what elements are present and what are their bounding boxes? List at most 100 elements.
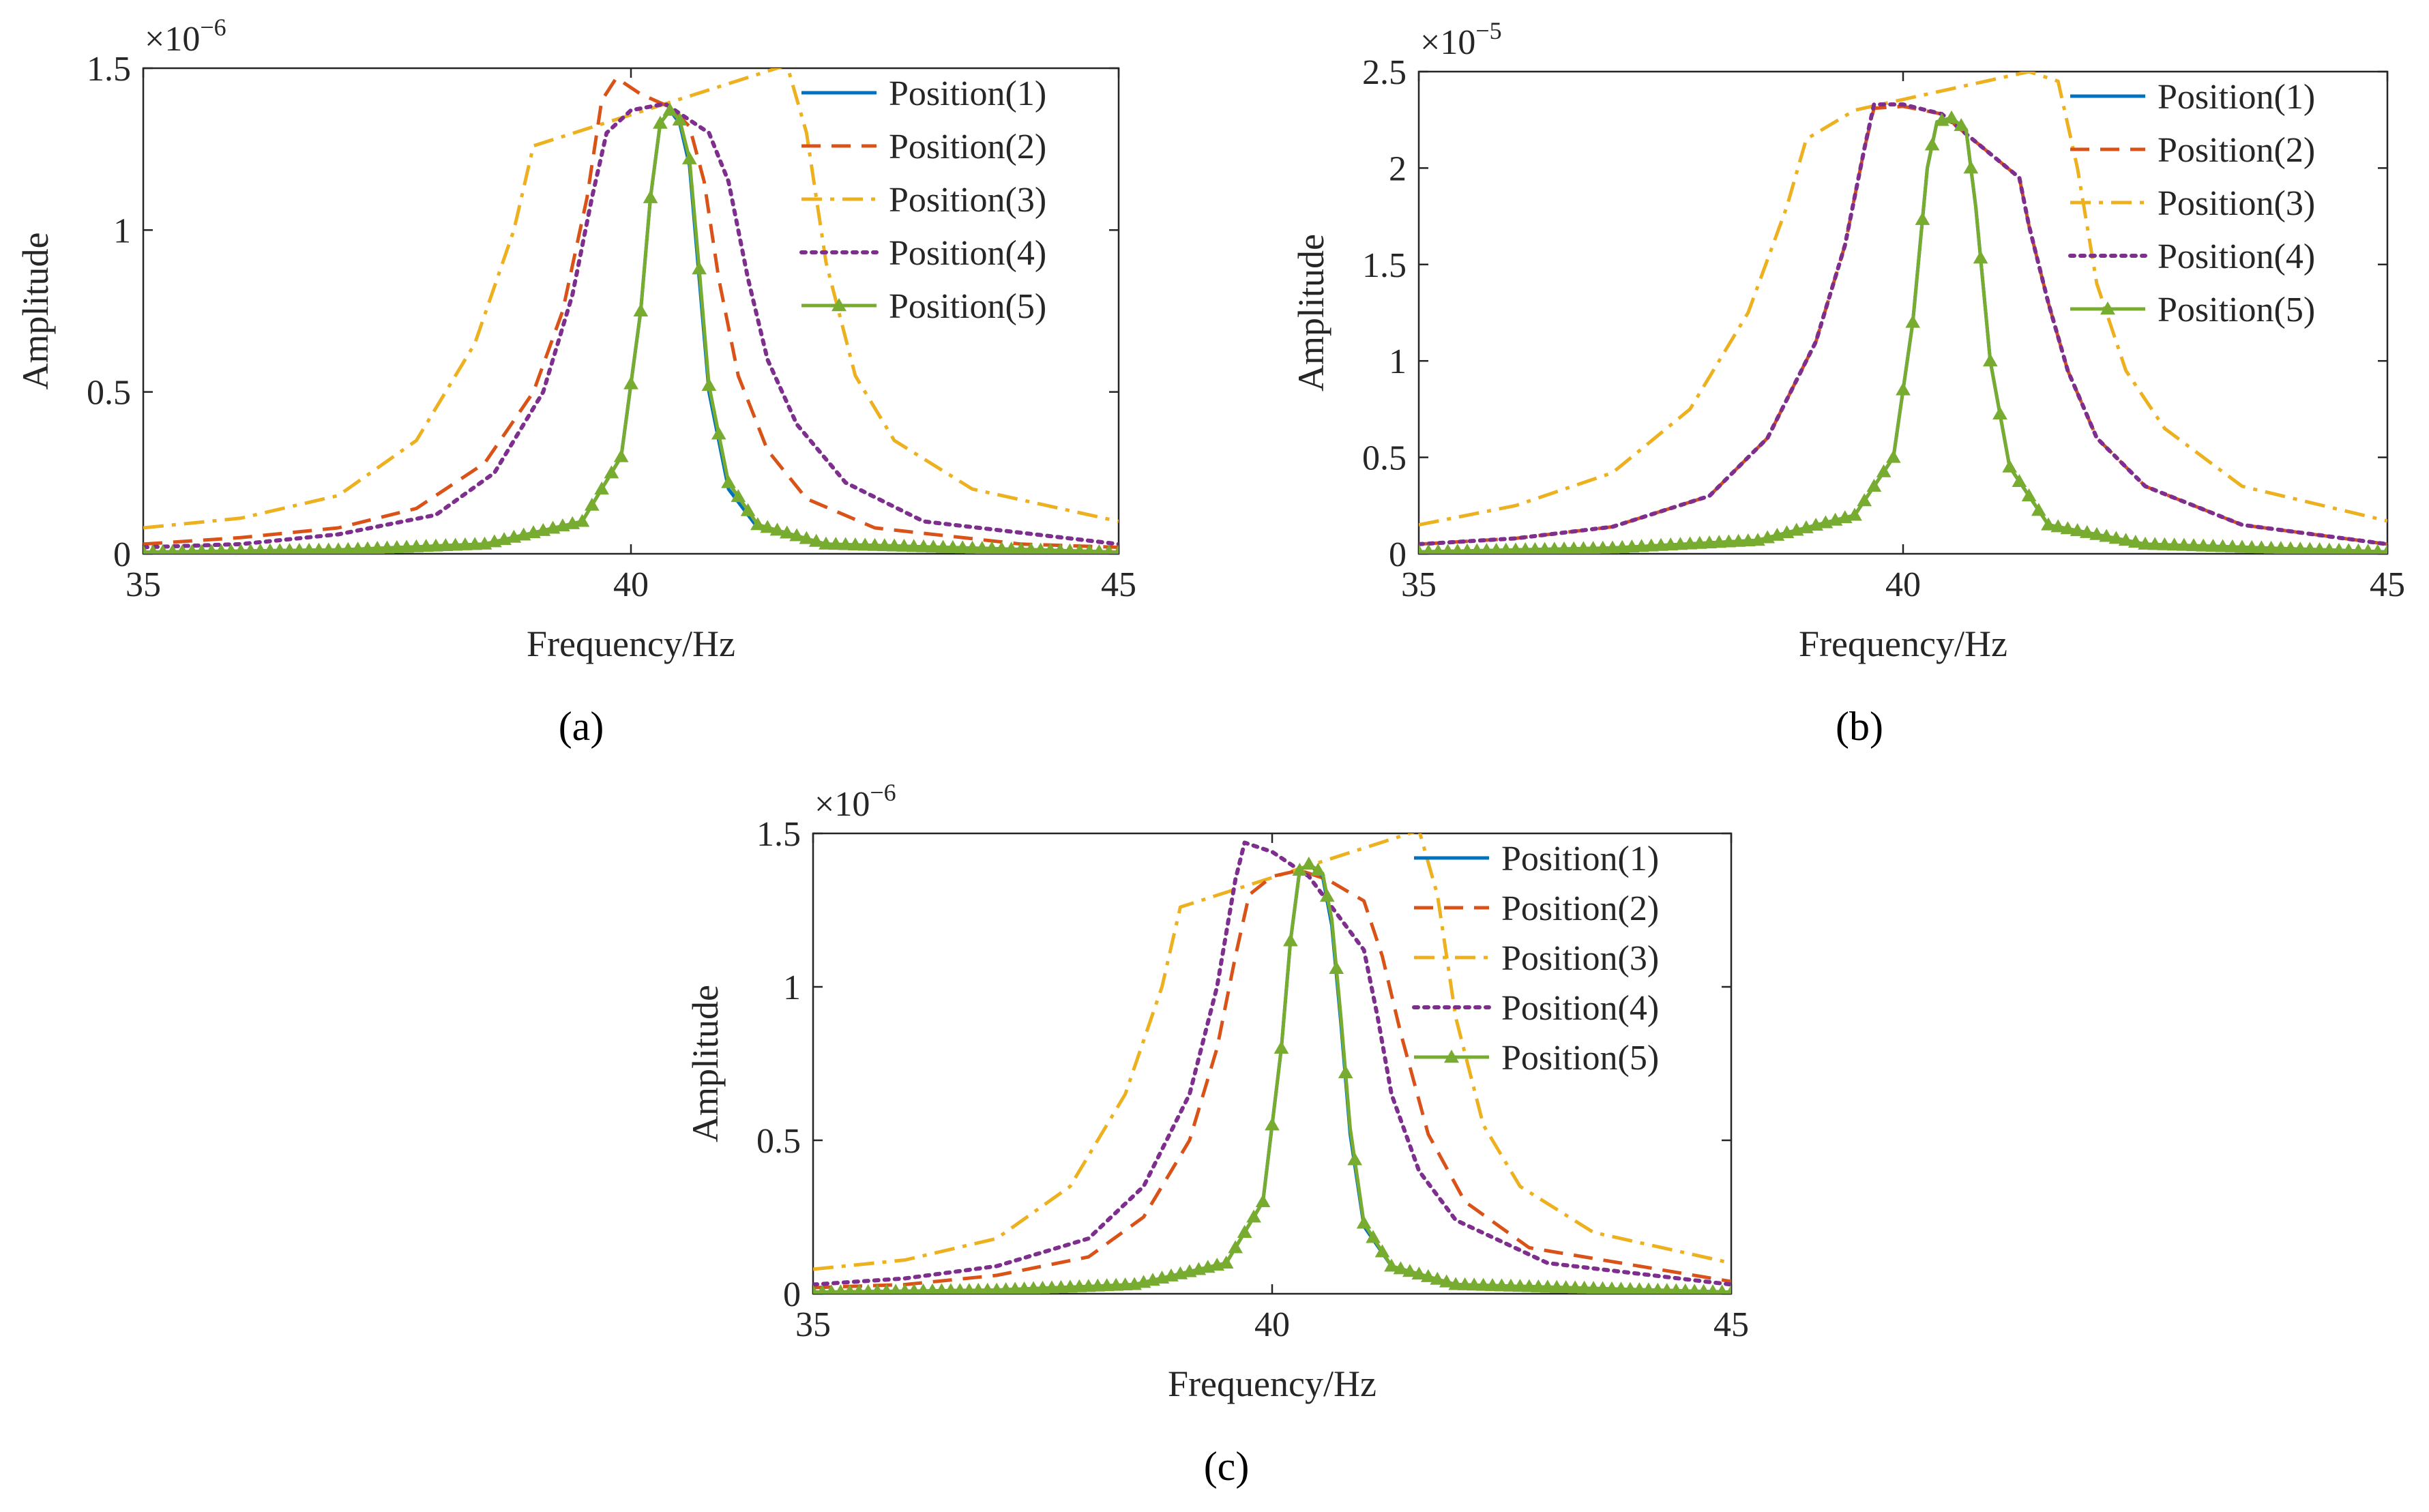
data-point-marker [1026, 1281, 1041, 1294]
legend-marker [831, 298, 847, 312]
data-point-marker [196, 544, 208, 554]
data-point-marker [1615, 539, 1630, 553]
y-tick-label: 1.5 [87, 50, 131, 89]
data-point-marker [721, 475, 736, 488]
data-point-marker [1866, 479, 1882, 492]
y-axis-label: Amplitude [685, 985, 726, 1142]
data-point-marker [1063, 1279, 1078, 1293]
series-line-position2 [143, 76, 1119, 549]
data-point-marker [1624, 539, 1640, 553]
data-point-marker [1329, 960, 1344, 974]
data-point-marker [2312, 542, 2327, 554]
data-point-marker [293, 542, 306, 554]
data-point-marker [789, 528, 804, 542]
data-point-marker [1237, 1224, 1252, 1238]
y-tick-label: 2 [1389, 149, 1407, 188]
data-point-marker [379, 540, 395, 554]
y-tick-label: 0.5 [87, 374, 131, 413]
data-point-marker [1457, 1277, 1473, 1290]
data-point-marker [1103, 544, 1115, 554]
data-point-marker [2224, 539, 2240, 552]
series-line-position2 [813, 868, 1731, 1290]
data-point-marker [643, 190, 658, 203]
data-point-marker [254, 543, 267, 554]
y-tick-label: 0 [783, 1275, 801, 1314]
data-point-marker [1512, 1279, 1528, 1292]
data-point-marker [1448, 1277, 1464, 1290]
data-point-marker [1896, 382, 1911, 396]
legend-entry-label: Position(5) [1501, 1039, 1659, 1078]
data-point-marker [1246, 1209, 1261, 1223]
chart-panel-b: 35 40 45 0 0.5 1 1.5 2 2.5 ×10−5 Frequency/Hz Ampli… [1291, 17, 2405, 749]
data-point-marker [692, 261, 707, 275]
data-point-marker [835, 1284, 847, 1294]
data-point-marker [853, 1284, 865, 1294]
data-point-marker [1117, 1277, 1133, 1291]
data-point-marker [1475, 1277, 1491, 1291]
data-point-marker [244, 543, 256, 554]
x-tick-label: 35 [126, 565, 161, 604]
data-point-marker [1973, 250, 1988, 264]
legend-entry-label: Position(1) [2158, 78, 2315, 117]
chart-panel-c: 35 40 45 0 0.5 1 1.5 ×10−6 Frequency/Hz Amplitude… [685, 779, 1749, 1489]
data-point-marker [926, 539, 941, 553]
exponent-label: ×10−5 [1420, 17, 1502, 62]
data-point-marker [2283, 541, 2298, 554]
data-point-marker [1731, 533, 1746, 547]
y-tick-label: 0.5 [1362, 439, 1407, 478]
data-point-marker [1274, 1040, 1289, 1054]
data-point-marker [147, 544, 159, 554]
x-axis-label: Frequency/Hz [1799, 623, 2007, 664]
y-tick-label: 0 [113, 535, 131, 574]
legend-entry-label: Position(4) [1501, 989, 1659, 1028]
data-point-marker [990, 1282, 1003, 1294]
data-point-marker [2157, 537, 2173, 550]
data-point-marker [2244, 539, 2260, 553]
data-point-marker [1485, 1277, 1500, 1291]
data-point-marker [1080, 1279, 1096, 1292]
data-point-marker [1585, 541, 1601, 554]
data-point-marker [653, 115, 668, 129]
data-point-marker [813, 1284, 819, 1294]
data-point-marker [2108, 531, 2124, 544]
data-point-marker [1255, 1194, 1271, 1207]
data-point-marker [2303, 542, 2317, 554]
data-point-marker [1634, 539, 1649, 552]
data-point-marker [1963, 160, 1979, 174]
data-point-marker [1044, 542, 1057, 554]
data-point-marker [1992, 406, 2007, 419]
data-point-marker [360, 541, 375, 554]
data-point-marker [613, 449, 629, 462]
plot-area [1417, 70, 2389, 555]
data-point-marker [1228, 1240, 1243, 1254]
data-point-marker [1614, 1281, 1628, 1294]
legend-entry-label: Position(2) [1501, 889, 1659, 928]
data-point-marker [1632, 1281, 1647, 1294]
data-point-marker [2166, 537, 2182, 551]
series-line-position4 [143, 102, 1119, 550]
legend-marker [2100, 301, 2115, 315]
data-point-marker [2362, 544, 2374, 554]
data-point-marker [2031, 503, 2046, 516]
data-point-marker [935, 1283, 948, 1294]
data-point-marker [1670, 1283, 1683, 1294]
data-point-marker [1605, 540, 1620, 554]
data-point-marker [1044, 1280, 1059, 1294]
data-point-marker [1509, 542, 1522, 554]
data-point-marker [808, 533, 824, 547]
data-point-marker [1467, 1277, 1482, 1291]
exponent-label: ×10−6 [145, 14, 226, 59]
data-point-marker [1265, 1117, 1280, 1131]
data-point-marker [1531, 1279, 1546, 1292]
x-tick-label: 35 [795, 1305, 831, 1344]
panel-label: (c) [1204, 1444, 1250, 1489]
data-point-marker [1847, 507, 1862, 521]
data-point-marker [302, 542, 316, 554]
data-point-marker [844, 1284, 855, 1294]
data-point-marker [935, 539, 951, 553]
data-point-marker [594, 481, 609, 495]
plot-area [812, 832, 1733, 1295]
data-point-marker [1643, 538, 1659, 552]
data-point-marker [1954, 118, 1969, 132]
